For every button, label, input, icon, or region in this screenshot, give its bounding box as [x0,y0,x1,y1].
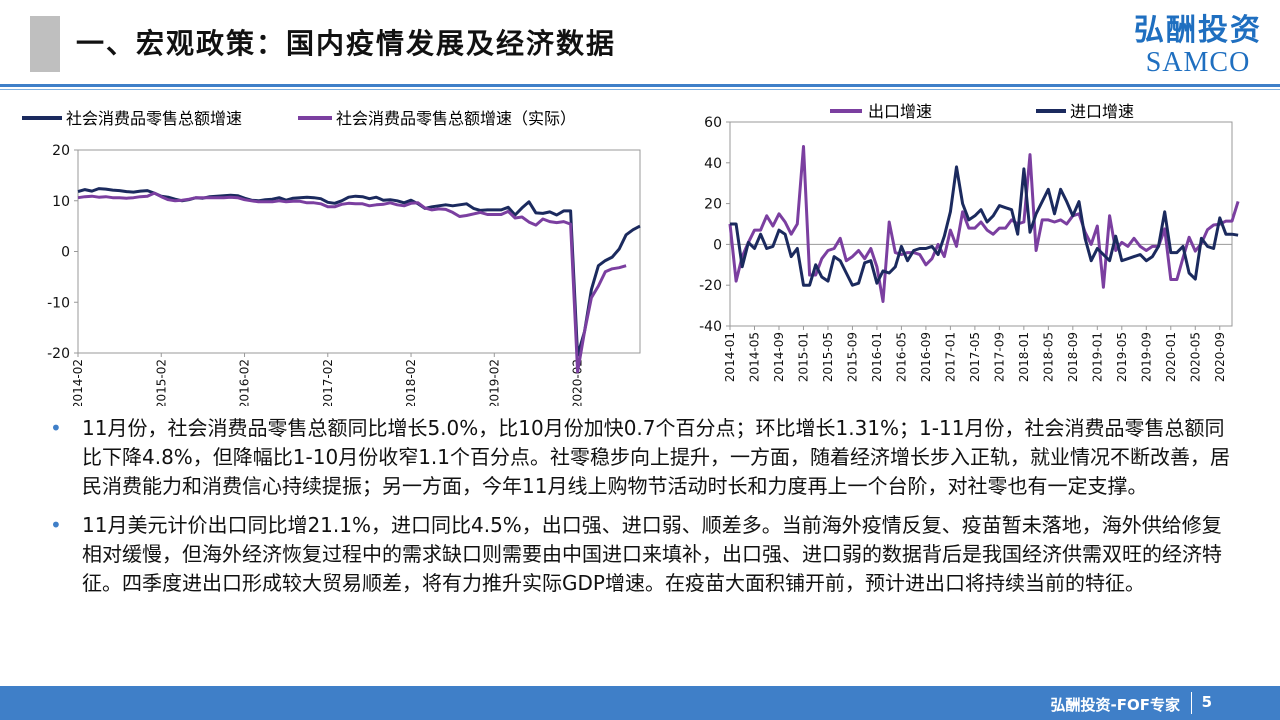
x-tick-label: 2020-02 [571,359,585,406]
bullet-trade: • 11月美元计价出口同比增21.1%，进口同比4.5%，出口强、进口弱、顺差多… [50,511,1240,598]
x-tick-label: 2014-05 [747,332,761,382]
retail-sales-chart: 社会消费品零售总额增速 社会消费品零售总额增速（实际） 20100-10-202… [22,109,641,406]
x-tick-label: 2014-09 [772,332,786,382]
bullet-retail: • 11月份，社会消费品零售总额同比增长5.0%，比10月份加快0.7个百分点；… [50,414,1240,501]
footer-bar: 弘酬投资-FOF专家 5 [0,686,1280,720]
x-tick-label: 2016-09 [919,332,933,382]
x-tick-label: 2019-01 [1090,332,1104,382]
series-line-0 [728,145,1240,303]
plot-frame [77,149,641,354]
x-tick-label: 2014-02 [71,359,85,406]
samco-logo: 弘酬投资 SAMCO [1134,14,1262,78]
x-tick-label: 2016-01 [870,332,884,382]
x-tick-label: 2015-02 [154,359,168,406]
x-tick-label: 2019-09 [1139,332,1153,382]
commentary: • 11月份，社会消费品零售总额同比增长5.0%，比10月份加快0.7个百分点；… [50,414,1240,608]
logo-cn-text: 弘酬投资 [1134,13,1262,48]
series-line-0 [77,187,641,357]
y-tick-label: -20 [47,346,70,362]
y-tick-label: 60 [704,115,722,131]
x-tick-label: 2018-01 [1017,332,1031,382]
legend-label-import: 进口增速 [1070,102,1134,121]
x-tick-label: 2016-02 [238,359,252,406]
legend-label-retail: 社会消费品零售总额增速 [66,109,242,128]
x-tick-label: 2015-09 [845,332,859,382]
legend-label-export: 出口增速 [868,102,932,121]
chart1-legend: 社会消费品零售总额增速 社会消费品零售总额增速（实际） [22,109,576,128]
header-divider-thin [0,89,1280,90]
footer-separator [1191,692,1192,714]
x-tick-label: 2017-01 [943,332,957,382]
bullet-dot: • [50,416,62,440]
logo-en-text: SAMCO [1145,47,1251,78]
x-tick-label: 2015-01 [796,332,810,382]
y-tick-label: 10 [52,194,70,210]
x-tick-label: 2016-05 [894,332,908,382]
y-tick-label: 20 [704,197,722,213]
page-title: 一、宏观政策：国内疫情发展及经济数据 [76,27,617,60]
x-tick-label: 2019-02 [487,359,501,406]
legend-label-retail-real: 社会消费品零售总额增速（实际） [336,109,576,128]
bullet-retail-text: 11月份，社会消费品零售总额同比增长5.0%，比10月份加快0.7个百分点；环比… [82,416,1231,498]
x-tick-label: 2019-05 [1115,332,1129,382]
chart2-legend: 出口增速 进口增速 [830,102,1134,121]
y-tick-label: 0 [713,237,722,253]
x-tick-label: 2020-05 [1188,332,1202,382]
x-tick-label: 2020-09 [1213,332,1227,382]
x-tick-label: 2017-05 [968,332,982,382]
series-line-1 [730,165,1239,287]
x-tick-label: 2017-09 [992,332,1006,382]
bullet-trade-text: 11月美元计价出口同比增21.1%，进口同比4.5%，出口强、进口弱、顺差多。当… [82,513,1222,595]
title-accent-bar [30,16,60,72]
page-number: 5 [1201,693,1212,711]
x-tick-label: 2018-09 [1066,332,1080,382]
x-tick-label: 2015-05 [821,332,835,382]
x-tick-label: 2017-02 [321,359,335,406]
y-tick-label: 40 [704,156,722,172]
x-tick-label: 2018-02 [404,359,418,406]
y-tick-label: -20 [699,278,722,294]
x-tick-label: 2014-01 [723,332,737,382]
footer-brand: 弘酬投资-FOF专家 [1050,696,1180,714]
x-tick-label: 2020-01 [1164,332,1178,382]
y-tick-label: -40 [699,319,722,335]
series-line-1 [77,191,627,374]
x-tick-label: 2018-05 [1041,332,1055,382]
y-tick-label: 20 [52,143,70,159]
y-tick-label: -10 [47,295,70,311]
bullet-dot: • [50,513,62,537]
y-tick-label: 0 [61,245,70,261]
header-divider [0,84,1280,87]
